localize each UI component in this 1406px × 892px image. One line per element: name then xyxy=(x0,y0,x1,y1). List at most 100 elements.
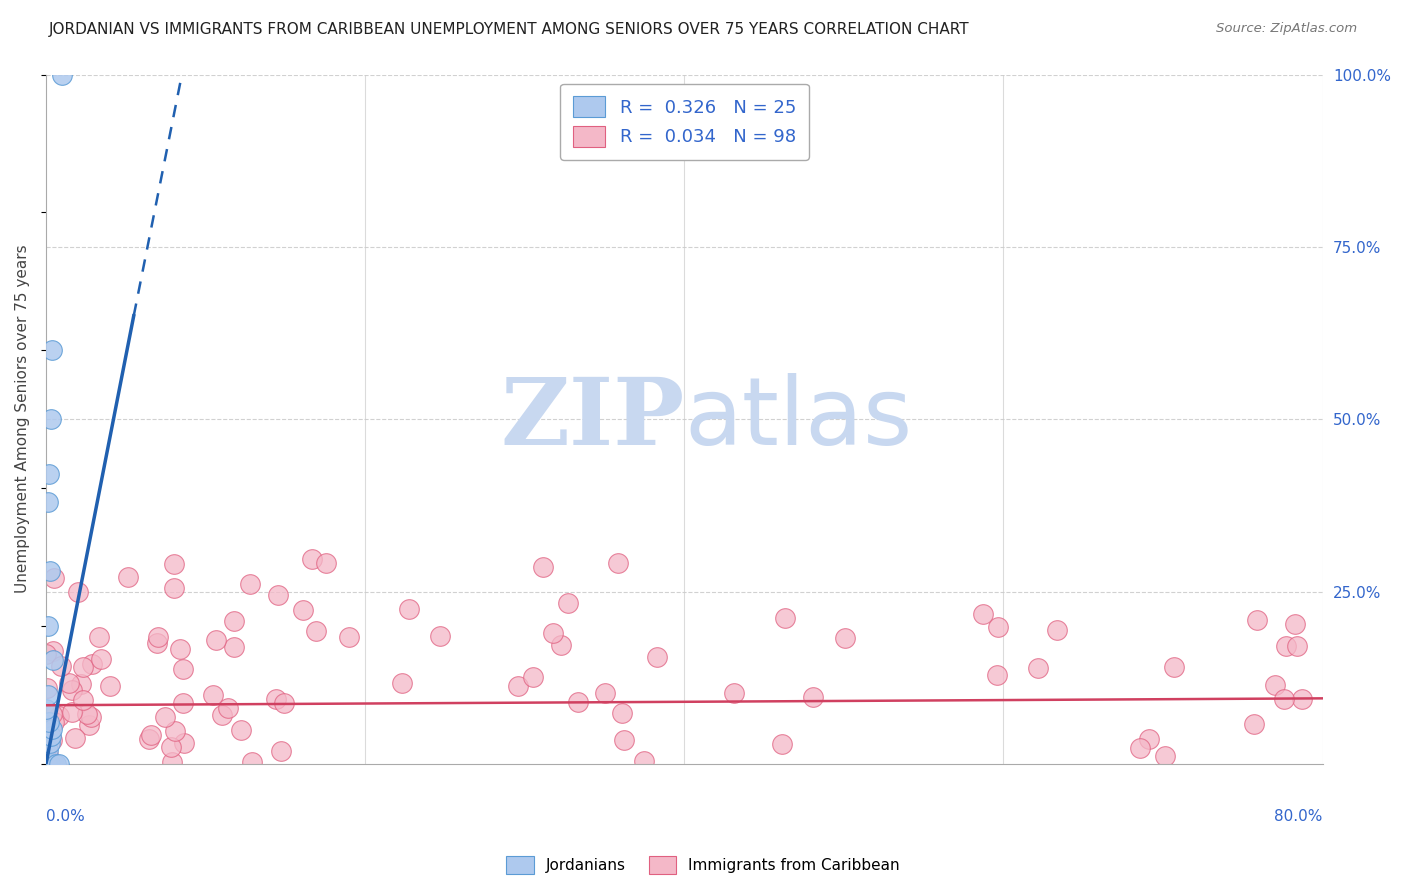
Point xyxy=(41,756,63,771)
Point xyxy=(987,619,1010,633)
Point xyxy=(37,495,59,509)
Point xyxy=(606,557,628,571)
Point xyxy=(1291,691,1313,706)
Point xyxy=(291,603,314,617)
Point xyxy=(72,660,94,674)
Point xyxy=(398,602,420,616)
Point xyxy=(315,556,337,570)
Point xyxy=(531,560,554,574)
Y-axis label: Unemployment Among Seniors over 75 years: Unemployment Among Seniors over 75 years xyxy=(15,245,30,593)
Point xyxy=(35,681,58,695)
Point xyxy=(1246,613,1268,627)
Point xyxy=(41,729,63,743)
Point xyxy=(1264,678,1286,692)
Point xyxy=(80,657,103,672)
Point xyxy=(51,68,73,82)
Point xyxy=(42,756,65,771)
Point xyxy=(58,676,80,690)
Point xyxy=(801,690,824,705)
Point xyxy=(38,467,60,482)
Point xyxy=(39,756,62,771)
Text: JORDANIAN VS IMMIGRANTS FROM CARIBBEAN UNEMPLOYMENT AMONG SENIORS OVER 75 YEARS : JORDANIAN VS IMMIGRANTS FROM CARIBBEAN U… xyxy=(49,22,970,37)
Point xyxy=(117,570,139,584)
Point xyxy=(1275,640,1298,654)
Point xyxy=(76,706,98,721)
Point xyxy=(98,679,121,693)
Point xyxy=(224,614,246,628)
Point xyxy=(41,706,63,721)
Point xyxy=(204,632,226,647)
Point xyxy=(42,571,65,585)
Point xyxy=(337,630,360,644)
Point xyxy=(972,607,994,621)
Point xyxy=(37,748,59,763)
Point xyxy=(1026,661,1049,675)
Point xyxy=(66,584,89,599)
Point xyxy=(270,744,292,758)
Point xyxy=(550,638,572,652)
Point xyxy=(593,685,616,699)
Point xyxy=(42,756,65,770)
Point xyxy=(41,343,63,358)
Point xyxy=(557,596,579,610)
Point xyxy=(1046,623,1069,637)
Point xyxy=(145,636,167,650)
Point xyxy=(1243,717,1265,731)
Point xyxy=(160,755,183,769)
Point xyxy=(986,667,1008,681)
Point xyxy=(155,710,177,724)
Point xyxy=(35,647,58,661)
Point xyxy=(41,756,63,771)
Point xyxy=(138,732,160,747)
Point xyxy=(240,756,263,770)
Text: atlas: atlas xyxy=(685,373,912,465)
Point xyxy=(202,688,225,702)
Point xyxy=(264,692,287,706)
Point xyxy=(35,701,58,715)
Point xyxy=(39,412,62,426)
Point xyxy=(1153,749,1175,764)
Point xyxy=(48,756,70,771)
Point xyxy=(45,756,67,771)
Point xyxy=(146,630,169,644)
Point xyxy=(305,624,328,639)
Point xyxy=(770,737,793,751)
Point xyxy=(506,679,529,693)
Point xyxy=(391,676,413,690)
Point xyxy=(159,740,181,755)
Point xyxy=(211,707,233,722)
Point xyxy=(49,659,72,673)
Point xyxy=(633,754,655,768)
Point xyxy=(645,649,668,664)
Point xyxy=(163,581,186,595)
Point xyxy=(141,728,163,742)
Point xyxy=(42,653,65,667)
Point xyxy=(173,736,195,750)
Point xyxy=(89,630,111,644)
Point xyxy=(162,557,184,571)
Point xyxy=(39,736,62,750)
Point xyxy=(80,710,103,724)
Point xyxy=(612,706,634,720)
Point xyxy=(165,724,187,739)
Text: 0.0%: 0.0% xyxy=(46,809,84,823)
Point xyxy=(301,552,323,566)
Text: 80.0%: 80.0% xyxy=(1274,809,1323,823)
Point xyxy=(1137,731,1160,746)
Point xyxy=(429,629,451,643)
Point xyxy=(834,632,856,646)
Text: ZIP: ZIP xyxy=(501,374,685,464)
Point xyxy=(77,718,100,732)
Point xyxy=(1129,740,1152,755)
Point xyxy=(35,756,58,771)
Point xyxy=(224,640,246,654)
Point xyxy=(39,756,62,771)
Point xyxy=(723,686,745,700)
Point xyxy=(239,577,262,591)
Point xyxy=(48,709,70,723)
Point xyxy=(217,701,239,715)
Point xyxy=(35,756,58,771)
Point xyxy=(41,644,63,658)
Point xyxy=(543,626,565,640)
Legend: Jordanians, Immigrants from Caribbean: Jordanians, Immigrants from Caribbean xyxy=(501,850,905,880)
